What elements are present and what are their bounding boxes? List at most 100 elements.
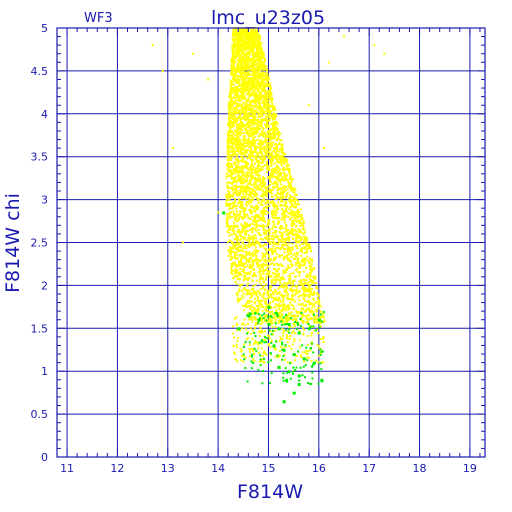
data-point-yellow [287, 274, 290, 277]
data-point-yellow [261, 195, 264, 198]
data-point-yellow [262, 297, 265, 300]
data-point-yellow [270, 192, 273, 195]
data-point-yellow [237, 185, 240, 188]
data-point-yellow [269, 243, 272, 246]
data-point-yellow [254, 149, 257, 152]
data-point-yellow [231, 57, 234, 60]
data-point-yellow [233, 119, 236, 122]
data-point-yellow [243, 37, 246, 40]
data-point-yellow [232, 243, 235, 246]
data-point-yellow [240, 65, 243, 68]
data-point-yellow [281, 283, 284, 286]
data-point-yellow [234, 272, 237, 275]
data-point-yellow [253, 93, 256, 96]
data-point-yellow [229, 117, 232, 120]
data-point-yellow [242, 169, 245, 172]
data-point-yellow [250, 199, 253, 202]
data-point-yellow [252, 119, 255, 122]
data-point-yellow [234, 107, 237, 110]
data-point-yellow [233, 110, 236, 113]
data-point-yellow [261, 272, 264, 275]
data-point-yellow [269, 139, 272, 142]
data-point-yellow [251, 268, 254, 271]
data-point-yellow [240, 73, 243, 76]
data-point-yellow [279, 300, 282, 303]
data-point-yellow [246, 86, 249, 89]
data-point-yellow [282, 162, 285, 165]
data-point-yellow [249, 124, 252, 127]
data-point-yellow [260, 276, 263, 279]
data-point-yellow [245, 239, 248, 242]
data-point-yellow [268, 275, 271, 278]
data-point-yellow [259, 259, 262, 262]
data-point-yellow [292, 211, 295, 214]
data-point-yellow [293, 289, 296, 292]
data-point-yellow [231, 38, 234, 41]
data-point-yellow [304, 242, 307, 245]
data-point-yellow [237, 81, 240, 84]
data-point-yellow [262, 111, 265, 114]
data-point-yellow [241, 228, 244, 231]
data-point-yellow [242, 216, 245, 219]
data-point-yellow [250, 155, 253, 158]
data-point-yellow [251, 275, 254, 278]
data-point-yellow [275, 246, 278, 249]
data-point-yellow [264, 233, 267, 236]
data-point-yellow [294, 229, 297, 232]
data-point-yellow [230, 121, 233, 124]
data-point-yellow [297, 215, 300, 218]
data-point-yellow [239, 67, 242, 70]
data-point-yellow [261, 56, 264, 59]
data-point-yellow [266, 293, 269, 296]
data-point-yellow [235, 171, 238, 174]
data-point-yellow [234, 60, 237, 63]
data-point-yellow [250, 78, 253, 81]
data-point-yellow [274, 241, 277, 244]
data-point-yellow [266, 103, 269, 106]
data-point-yellow [256, 119, 259, 122]
data-point-yellow [251, 52, 254, 55]
data-point-yellow [255, 225, 258, 228]
data-point-yellow [275, 310, 278, 313]
data-point-yellow [248, 301, 251, 304]
data-point-yellow [237, 58, 240, 61]
data-point-yellow [275, 205, 278, 208]
data-point-yellow [256, 184, 259, 187]
data-point-yellow [247, 148, 250, 151]
data-point-yellow [246, 302, 249, 305]
data-point-yellow [308, 260, 311, 263]
data-point-yellow [262, 285, 265, 288]
data-point-yellow [268, 130, 271, 133]
data-point-yellow [243, 48, 246, 51]
data-point-yellow [237, 75, 240, 78]
data-point-yellow [244, 178, 247, 181]
data-point-yellow [228, 119, 231, 122]
data-point-yellow [263, 104, 266, 107]
data-point-yellow [275, 197, 278, 200]
data-point-yellow [235, 131, 238, 134]
data-point-yellow [235, 233, 238, 236]
data-point-yellow [275, 121, 278, 124]
data-point-yellow [266, 222, 269, 225]
data-point-yellow [239, 149, 242, 152]
data-point-yellow [227, 225, 230, 228]
data-point-yellow [255, 173, 258, 176]
data-point-yellow [251, 132, 254, 135]
data-point-yellow [231, 61, 234, 64]
data-point-yellow [235, 81, 238, 84]
data-point-yellow [236, 54, 239, 57]
data-point-yellow [255, 304, 258, 307]
data-point-yellow [250, 73, 253, 76]
data-point-yellow [297, 265, 300, 268]
data-point-yellow [245, 34, 248, 37]
data-point-yellow [226, 220, 229, 223]
data-point-yellow [255, 257, 258, 260]
data-point-yellow [286, 178, 289, 181]
data-point-yellow [280, 232, 283, 235]
data-point-yellow [247, 130, 250, 133]
data-point-yellow [260, 110, 263, 113]
data-point-yellow [266, 171, 269, 174]
data-point-yellow [236, 246, 239, 249]
data-point-yellow [247, 223, 250, 226]
data-point-yellow [252, 118, 255, 121]
